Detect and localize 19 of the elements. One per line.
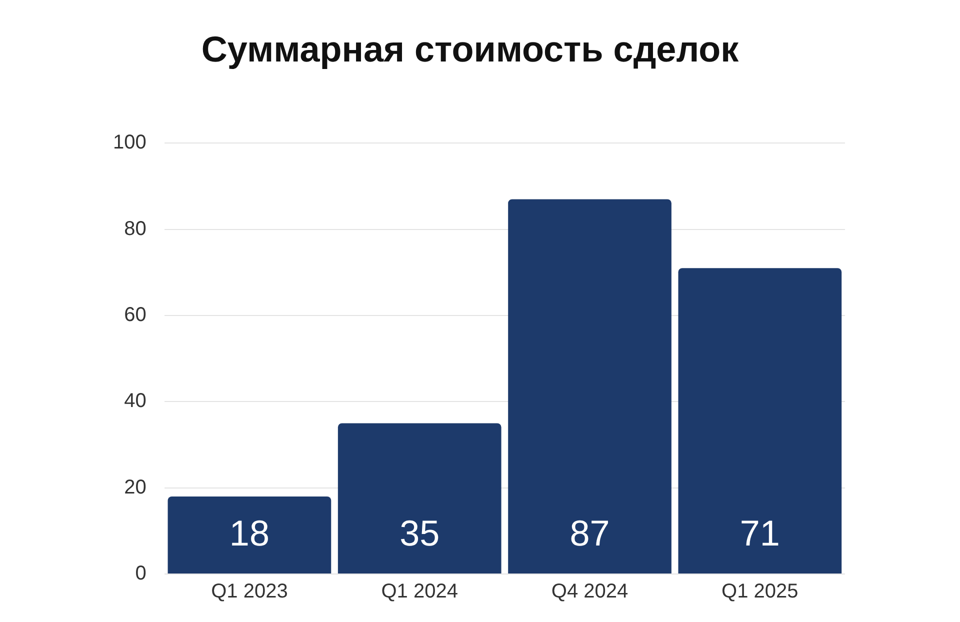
y-tick-label: 60 bbox=[124, 304, 146, 326]
data-label: 18 bbox=[229, 512, 270, 554]
y-tick-label: 100 bbox=[112, 132, 146, 154]
bar bbox=[678, 268, 842, 574]
x-tick-label: Q1 2023 bbox=[211, 580, 288, 603]
y-tick-label: 0 bbox=[135, 562, 146, 585]
bar bbox=[338, 423, 502, 574]
bar bbox=[508, 199, 672, 574]
chart-title: Суммарная стоимость сделок bbox=[201, 28, 740, 70]
y-tick-label: 20 bbox=[124, 476, 146, 498]
data-label: 71 bbox=[740, 512, 780, 554]
x-tick-label: Q4 2024 bbox=[551, 580, 628, 603]
data-label: 87 bbox=[570, 512, 610, 554]
x-tick-label: Q1 2025 bbox=[722, 580, 798, 603]
bar bbox=[168, 496, 332, 574]
y-tick-label: 40 bbox=[124, 390, 146, 412]
y-tick-label: 80 bbox=[124, 218, 146, 240]
x-tick-label: Q1 2024 bbox=[381, 580, 458, 603]
data-label: 35 bbox=[400, 512, 440, 554]
